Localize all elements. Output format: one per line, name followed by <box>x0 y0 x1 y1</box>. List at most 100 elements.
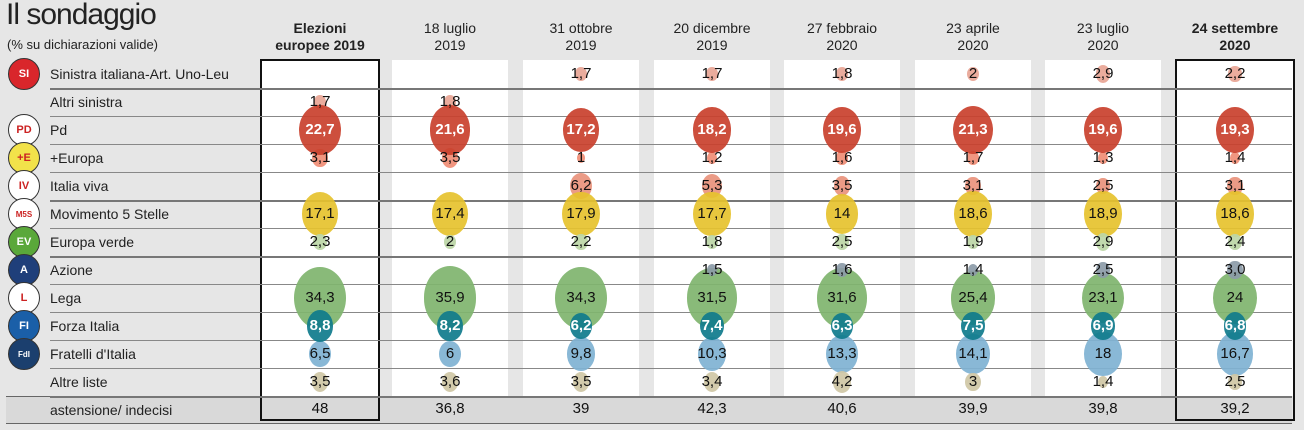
column-header-line1: 23 luglio <box>1076 20 1130 36</box>
row-divider <box>50 172 1292 173</box>
bubble--europa <box>1229 151 1241 165</box>
column-header: Elezioni europee 2019 <box>252 20 388 54</box>
bubble-altre-liste <box>1228 373 1242 391</box>
data-label: 5,3 <box>701 177 723 194</box>
data-label: 17,2 <box>566 121 596 138</box>
data-label: 3,5 <box>570 373 592 390</box>
bubble-forza-italia <box>570 312 592 340</box>
bubble-azione <box>1227 260 1243 280</box>
data-label: 1,7 <box>309 93 331 110</box>
party-logo-icon: EV <box>8 226 40 258</box>
abstention-value: 39,2 <box>1220 400 1250 417</box>
bubble-altre-liste <box>572 372 590 392</box>
column-header-line2: 2020 <box>1087 37 1119 53</box>
bubble--europa <box>967 151 979 165</box>
data-label: 1,6 <box>831 149 853 166</box>
data-label: 21,6 <box>435 121 465 138</box>
row-divider <box>50 284 1292 285</box>
bubble-forza-italia <box>830 312 854 340</box>
data-label: 1,7 <box>962 149 984 166</box>
bubble-pd <box>429 105 471 155</box>
column-header-line1: 23 aprile <box>946 20 1000 36</box>
bubble-altre-liste <box>441 371 459 392</box>
data-label: 14 <box>833 205 851 222</box>
bubble-pd <box>1215 106 1255 154</box>
bubble-europa-verde <box>313 233 327 250</box>
data-label: 23,1 <box>1088 289 1118 306</box>
row-divider <box>50 116 1292 117</box>
party-label: Altre liste <box>50 374 108 390</box>
data-label: 1,8 <box>831 65 853 82</box>
data-label: 1,8 <box>701 233 723 250</box>
party-logo-icon: SI <box>8 58 40 90</box>
data-label: 3,6 <box>439 373 461 390</box>
bubble-movimento-5-stelle <box>431 191 469 237</box>
data-label: 22,7 <box>305 121 335 138</box>
data-label: 7,5 <box>962 317 984 334</box>
data-label: 34,3 <box>566 289 596 306</box>
data-label: 6,8 <box>1224 317 1246 334</box>
column-header-line1: 24 settembre <box>1191 20 1279 36</box>
data-label: 3 <box>968 373 978 390</box>
data-label: 3,1 <box>309 149 331 166</box>
data-label: 2,5 <box>1224 373 1246 390</box>
data-label: 2,5 <box>1092 261 1114 278</box>
party-label: Italia viva <box>50 178 109 194</box>
bubble-sinistra-italiana-art-uno-leu <box>575 67 587 81</box>
party-label: Azione <box>50 262 93 278</box>
bubble-altri-sinistra <box>314 95 326 109</box>
data-label: 19,6 <box>827 121 857 138</box>
data-label: 9,8 <box>570 345 592 362</box>
bubble-altre-liste <box>703 372 721 392</box>
data-label: 18,6 <box>958 205 988 222</box>
data-label: 17,4 <box>435 205 465 222</box>
bubble-altri-sinistra <box>444 94 456 110</box>
abstention-value: 39,8 <box>1088 400 1118 417</box>
data-label: 2,9 <box>1092 65 1114 82</box>
data-label: 1,7 <box>701 65 723 82</box>
data-label: 3,5 <box>309 373 331 390</box>
data-label: 6,3 <box>831 317 853 334</box>
column-header-line2: 2020 <box>1219 37 1251 53</box>
bubble--europa <box>707 152 717 164</box>
bubble-sinistra-italiana-art-uno-leu <box>966 66 980 82</box>
bubble-fratelli-d-italia <box>308 340 332 368</box>
row-divider <box>50 256 1292 258</box>
data-label: 24 <box>1226 289 1244 306</box>
data-label: 3,1 <box>962 177 984 194</box>
data-label: 1,6 <box>831 261 853 278</box>
data-label: 7,4 <box>701 317 723 334</box>
bubble-forza-italia <box>700 311 724 341</box>
chart-subtitle: (% su dichiarazioni valide) <box>7 37 159 52</box>
data-label: 2,4 <box>1224 233 1246 250</box>
bubble-forza-italia <box>960 311 986 341</box>
column-header-line1: 20 dicembre <box>673 20 751 36</box>
data-label: 3,4 <box>701 373 723 390</box>
bubble-altre-liste <box>311 372 329 392</box>
chart-title: Il sondaggio <box>6 0 157 31</box>
column-header-line2: 2019 <box>434 37 466 53</box>
party-label: Altri sinistra <box>50 94 123 110</box>
column-header-line2: 2019 <box>696 37 728 53</box>
column-header: 23 luglio 2020 <box>1035 20 1171 54</box>
bubble--europa <box>836 151 848 165</box>
bubble-europa-verde <box>1095 233 1111 251</box>
column-header-line1: Elezioni <box>293 20 347 36</box>
column-header-line2: 2020 <box>826 37 858 53</box>
bubble-movimento-5-stelle <box>301 192 339 236</box>
bubble-fratelli-d-italia <box>825 334 859 374</box>
data-label: 34,3 <box>305 289 335 306</box>
data-label: 13,3 <box>827 345 857 362</box>
bubble-forza-italia <box>1091 312 1115 340</box>
bubble-azione <box>706 263 718 277</box>
data-label: 18,6 <box>1220 205 1250 222</box>
bubble-movimento-5-stelle <box>693 191 731 237</box>
data-label: 1,2 <box>701 149 723 166</box>
bubble-europa-verde <box>574 234 588 250</box>
bubble-europa-verde <box>443 234 457 250</box>
data-label: 4,2 <box>831 373 853 390</box>
data-label: 18,9 <box>1088 205 1118 222</box>
column-header-line1: 27 febbraio <box>806 20 878 36</box>
column-header-line2: europee 2019 <box>275 37 365 53</box>
data-label: 17,7 <box>697 205 727 222</box>
